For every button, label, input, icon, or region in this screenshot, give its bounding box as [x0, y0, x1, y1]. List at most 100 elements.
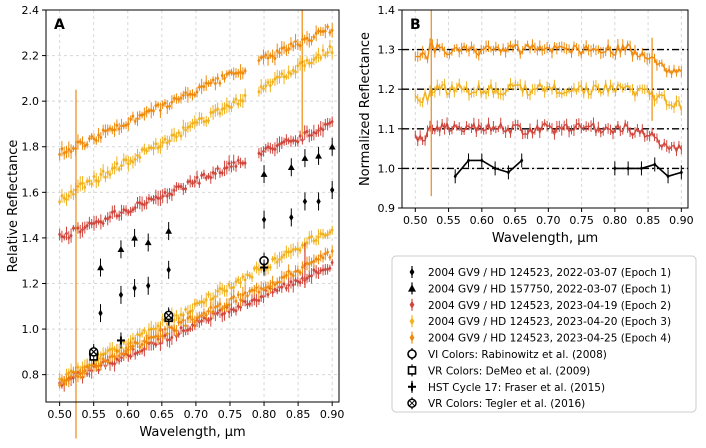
spectrum-point	[188, 314, 192, 320]
spectrum-point	[133, 118, 137, 124]
spectrum-point	[135, 350, 140, 356]
spectrum-point	[186, 315, 190, 321]
y-tick-label: 2.0	[22, 95, 40, 108]
spectrum-point	[117, 166, 121, 172]
spectrum-point	[330, 119, 334, 125]
spectrum-point	[209, 316, 213, 322]
spectrum-point	[158, 195, 162, 201]
spectrum-point	[113, 346, 117, 352]
spectrum-point	[213, 304, 217, 310]
spectrum-point	[140, 112, 144, 118]
x-tick-label: 0.50	[47, 408, 72, 421]
spectrum-point	[126, 121, 130, 127]
spectrum-point	[179, 133, 183, 139]
spectrum-point	[300, 137, 304, 143]
spectrum-point	[211, 309, 215, 315]
spectrum-point	[161, 193, 165, 199]
spectrum-point	[154, 326, 158, 332]
spectrum-point	[218, 170, 222, 176]
spectrum-point	[209, 296, 213, 303]
spectrum-point	[170, 192, 174, 198]
spectrum-point	[289, 41, 293, 47]
spectrum-point	[76, 225, 80, 231]
spectrum-point	[71, 369, 75, 375]
spectrum-point	[234, 279, 238, 285]
spectrum-point	[108, 214, 112, 220]
spectrum-point	[206, 308, 211, 314]
spectrum-point	[149, 196, 153, 202]
legend-label: VR Colors: Tegler et al. (2016)	[428, 398, 585, 410]
spectrum-point	[181, 328, 185, 334]
spectrum-point	[124, 207, 128, 214]
spectrum-point	[229, 306, 233, 312]
spectrum-point	[168, 103, 172, 109]
spectrum-point	[264, 266, 268, 273]
spectrum-point	[145, 339, 149, 345]
spectrum-point	[174, 312, 178, 319]
spectrum-point	[97, 132, 101, 138]
spectrum-point	[216, 310, 220, 316]
spectrum-point	[319, 125, 323, 131]
spectrum-point	[83, 184, 87, 190]
spectrum-point	[138, 112, 142, 118]
spectrum-point	[87, 136, 91, 142]
spectrum-point	[261, 54, 266, 60]
x-tick-label: 0.75	[569, 214, 594, 227]
spectrum-point	[113, 354, 117, 360]
spectrum-point	[284, 272, 288, 278]
spectrum-point	[142, 202, 146, 208]
spectrum-point	[222, 288, 227, 294]
spectrum-point	[64, 149, 69, 155]
spectrum-point	[239, 97, 243, 104]
spectrum-point	[122, 207, 126, 213]
spectrum-point	[326, 249, 330, 255]
spectrum-point	[99, 352, 103, 358]
spectrum-point	[156, 323, 160, 329]
spectrum-point	[330, 27, 334, 33]
spectrum-point	[277, 74, 282, 80]
spectrum-point	[289, 248, 293, 255]
spectrum-point	[163, 326, 167, 332]
spectrum-point	[108, 171, 112, 178]
spectrum-point	[177, 319, 181, 325]
spectrum-point	[103, 128, 107, 134]
epoch1-triangle-point	[144, 239, 152, 246]
y-tick-label: 1.3	[378, 44, 396, 57]
spectrum-point	[145, 148, 149, 154]
spectrum-point	[310, 132, 314, 138]
spectrum-point	[330, 50, 334, 56]
epoch1-diamond-point	[261, 216, 267, 224]
spectrum-point	[156, 145, 160, 151]
spectrum-point	[261, 86, 266, 92]
spectrum-point	[179, 183, 183, 190]
spectrum-point	[213, 107, 217, 114]
spectrum-point	[163, 136, 167, 142]
spectrum-point	[273, 76, 277, 82]
spectrum-point	[119, 210, 124, 216]
spectrum-point	[101, 168, 105, 174]
spectrum-point	[264, 145, 268, 151]
spectrum-point	[257, 289, 261, 295]
spectrum-point	[131, 343, 135, 349]
spectrum-point	[179, 95, 183, 101]
epoch1-point	[613, 165, 617, 171]
epoch1-diamond-point	[316, 197, 321, 206]
spectrum-point	[234, 163, 238, 169]
spectrum-point	[195, 120, 199, 126]
spectrum-point	[202, 171, 206, 177]
spectrum-point	[168, 324, 172, 330]
x-tick-label: 0.70	[184, 408, 209, 421]
spectrum-point	[126, 341, 130, 347]
spectrum-point	[266, 284, 270, 290]
spectrum-point	[92, 136, 96, 142]
spectrum-point	[252, 287, 256, 293]
spectrum-point	[229, 295, 233, 302]
spectrum-point	[147, 108, 151, 114]
spectrum-point	[154, 102, 158, 109]
spectrum-point	[287, 69, 291, 76]
spectrum-point	[108, 125, 112, 132]
spectrum-point	[113, 361, 117, 367]
spectrum-point	[193, 179, 197, 185]
spectrum-point	[206, 291, 211, 298]
spectrum-point	[236, 303, 240, 309]
